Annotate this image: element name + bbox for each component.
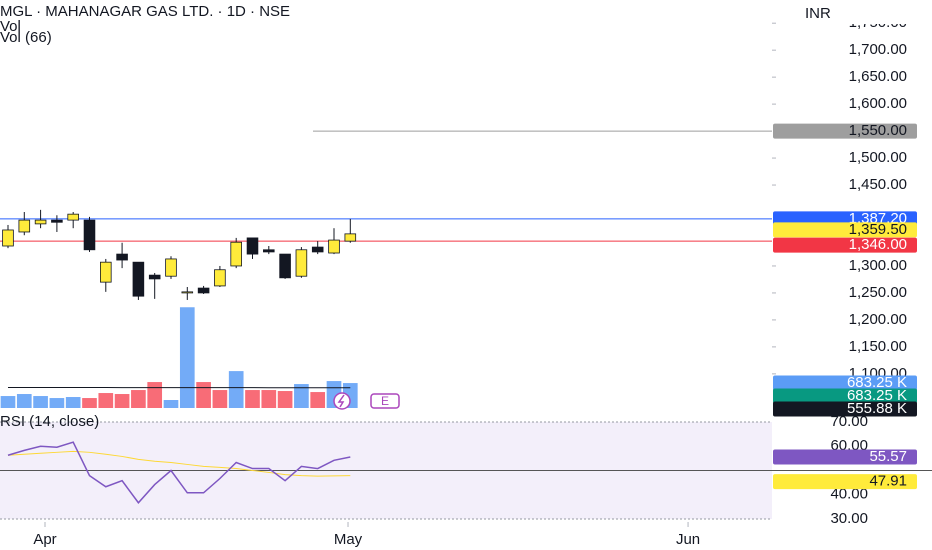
rsi-label-box xyxy=(773,449,917,465)
horizontal-line-label-box xyxy=(773,123,917,139)
volume-bar xyxy=(277,391,293,408)
horizontal-line-label: 1,550.00 xyxy=(849,122,907,139)
candle-body xyxy=(18,219,31,233)
y-tick-label: 1,700.00 xyxy=(849,41,907,58)
candle-body xyxy=(148,274,161,280)
volume-ma-title: Vol (66) xyxy=(0,29,52,46)
rsi-ma-label-box xyxy=(773,474,917,490)
rsi-ma-line xyxy=(7,450,351,477)
y-tick-label: 1,250.00 xyxy=(849,284,907,301)
candle-body xyxy=(214,269,226,287)
y-tick-label: 1,150.00 xyxy=(849,338,907,355)
last-price-label-box xyxy=(773,222,917,238)
volume-label: 555.88 K xyxy=(847,400,907,417)
y-tick-label: 1,300.00 xyxy=(849,257,907,274)
x-tick-label: Apr xyxy=(33,531,56,548)
y-tick-label: 1,450.00 xyxy=(849,176,907,193)
volume-bar xyxy=(16,394,32,408)
volume-label-box xyxy=(773,401,917,417)
candle-body xyxy=(328,239,340,254)
price-label-box xyxy=(773,237,917,253)
x-tick-label: Jun xyxy=(676,531,700,548)
dividend-badge[interactable] xyxy=(333,392,351,410)
volume-bar xyxy=(98,393,114,408)
candle-body xyxy=(246,237,259,255)
currency-box xyxy=(782,4,922,24)
volume-bar xyxy=(261,390,277,408)
candle-body xyxy=(279,253,291,279)
rsi-ma-label: 47.91 xyxy=(869,473,907,490)
lightning-icon xyxy=(337,394,345,408)
candle-body xyxy=(51,219,63,223)
plot: 1,100.001,150.001,200.001,250.001,300.00… xyxy=(0,14,932,548)
volume-bar xyxy=(196,382,211,408)
y-tick-label: 1,500.00 xyxy=(849,149,907,166)
y-tick-label: 1,600.00 xyxy=(849,95,907,112)
earnings-badge: E xyxy=(381,394,389,408)
volume-bar xyxy=(179,307,195,408)
y-tick-label: 1,650.00 xyxy=(849,68,907,85)
y-tick-label: 1,200.00 xyxy=(849,311,907,328)
rsi-tick-label: 40.00 xyxy=(830,486,868,503)
chart-title: MGL · MAHANAGAR GAS LTD. · 1D · NSE xyxy=(0,3,290,20)
rsi-line xyxy=(7,441,351,504)
candle-body xyxy=(2,229,14,247)
volume-bar xyxy=(147,382,163,408)
volume-bar xyxy=(212,390,228,408)
volume-label-box xyxy=(773,388,917,404)
candle-body xyxy=(263,249,275,253)
last-price-label: 1,359.50 xyxy=(849,221,907,238)
rsi-tick-label: 70.00 xyxy=(830,413,868,430)
candle-body xyxy=(344,233,357,242)
candle-body xyxy=(83,219,96,251)
volume-bar xyxy=(310,392,326,408)
volume-label: 683.25 K xyxy=(847,374,907,391)
volume-bar xyxy=(0,396,16,408)
candle-body xyxy=(230,241,242,267)
volume-bar xyxy=(49,398,65,408)
rsi-label: 55.57 xyxy=(869,448,907,465)
candle-body xyxy=(34,219,47,225)
price-label: 1,346.00 xyxy=(849,236,907,253)
volume-bar xyxy=(114,394,130,408)
volume-title: Vol xyxy=(0,18,21,35)
candle-body xyxy=(295,249,308,277)
volume-label: 683.25 K xyxy=(847,387,907,404)
candle-body xyxy=(311,246,324,253)
volume-bar xyxy=(163,400,179,408)
x-tick-label: May xyxy=(334,531,363,548)
candle-body xyxy=(67,213,79,221)
candle-body xyxy=(165,258,177,277)
earnings-badge-box[interactable] xyxy=(370,393,400,409)
candle-body xyxy=(116,253,128,261)
volume-bar xyxy=(245,390,260,408)
volume-bar xyxy=(65,397,81,408)
candle-body xyxy=(132,261,145,297)
volume-bar xyxy=(131,390,146,408)
currency: INR xyxy=(805,5,831,22)
rsi-tick-label: 30.00 xyxy=(830,510,868,527)
rsi-title: RSI (14, close) xyxy=(0,413,99,430)
volume-bar xyxy=(228,371,244,408)
volume-label-box xyxy=(773,375,917,391)
volume-bar xyxy=(82,398,97,408)
candle-body xyxy=(100,261,112,283)
volume-bar xyxy=(33,396,48,408)
volume-bar xyxy=(294,384,309,408)
candle-body xyxy=(181,291,194,294)
candle-body xyxy=(197,287,210,294)
